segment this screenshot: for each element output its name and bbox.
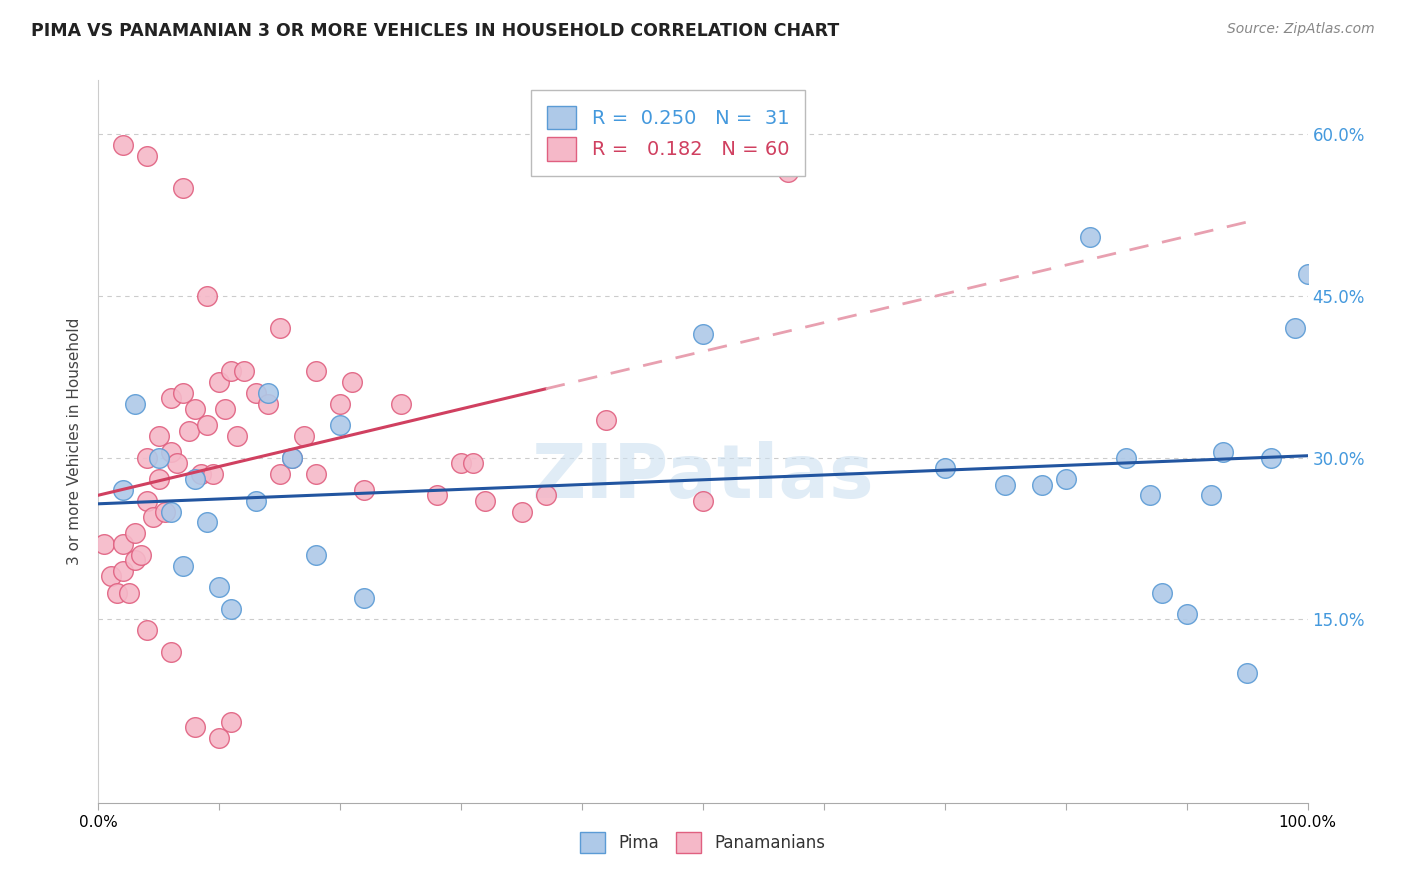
Point bbox=[426, 488, 449, 502]
Point bbox=[160, 445, 183, 459]
Point bbox=[232, 364, 254, 378]
Point bbox=[148, 472, 170, 486]
Point bbox=[208, 580, 231, 594]
Point bbox=[221, 601, 243, 615]
Point bbox=[221, 364, 243, 378]
Point bbox=[124, 553, 146, 567]
Point bbox=[135, 493, 157, 508]
Point bbox=[245, 493, 267, 508]
Point bbox=[129, 548, 152, 562]
Point bbox=[1078, 229, 1101, 244]
Point bbox=[534, 488, 557, 502]
Point bbox=[934, 461, 956, 475]
Point bbox=[1284, 321, 1306, 335]
Point bbox=[100, 569, 122, 583]
Point bbox=[281, 450, 304, 465]
Point bbox=[281, 450, 304, 465]
Point bbox=[214, 402, 236, 417]
Point bbox=[148, 450, 170, 465]
Y-axis label: 3 or more Vehicles in Household: 3 or more Vehicles in Household bbox=[67, 318, 83, 566]
Point bbox=[1260, 450, 1282, 465]
Point bbox=[221, 714, 243, 729]
Point bbox=[179, 424, 201, 438]
Text: ZIPatlas: ZIPatlas bbox=[531, 442, 875, 514]
Point bbox=[153, 505, 176, 519]
Point bbox=[269, 467, 291, 481]
Point bbox=[256, 386, 278, 401]
Point bbox=[692, 493, 714, 508]
Point bbox=[142, 510, 165, 524]
Point bbox=[329, 397, 352, 411]
Point bbox=[135, 450, 157, 465]
Point bbox=[692, 326, 714, 341]
Point bbox=[184, 720, 207, 734]
Point bbox=[305, 548, 328, 562]
Point bbox=[184, 402, 207, 417]
Point bbox=[208, 731, 231, 745]
Point bbox=[1031, 477, 1053, 491]
Point bbox=[160, 645, 183, 659]
Point bbox=[148, 429, 170, 443]
Point bbox=[160, 505, 183, 519]
Point bbox=[135, 149, 157, 163]
Point bbox=[510, 505, 533, 519]
Point bbox=[776, 165, 799, 179]
Point bbox=[105, 585, 128, 599]
Legend: Pima, Panamanians: Pima, Panamanians bbox=[574, 826, 832, 860]
Text: PIMA VS PANAMANIAN 3 OR MORE VEHICLES IN HOUSEHOLD CORRELATION CHART: PIMA VS PANAMANIAN 3 OR MORE VEHICLES IN… bbox=[31, 22, 839, 40]
Point bbox=[450, 456, 472, 470]
Point bbox=[305, 467, 328, 481]
Point bbox=[184, 472, 207, 486]
Point bbox=[190, 467, 212, 481]
Point bbox=[353, 483, 375, 497]
Point bbox=[305, 364, 328, 378]
Point bbox=[752, 127, 775, 141]
Point bbox=[595, 413, 617, 427]
Point bbox=[245, 386, 267, 401]
Point bbox=[329, 418, 352, 433]
Point bbox=[1296, 268, 1319, 282]
Point bbox=[1152, 585, 1174, 599]
Point bbox=[1212, 445, 1234, 459]
Point bbox=[292, 429, 315, 443]
Point bbox=[111, 138, 134, 153]
Point bbox=[269, 321, 291, 335]
Point bbox=[172, 558, 194, 573]
Point bbox=[172, 386, 194, 401]
Point bbox=[208, 376, 231, 390]
Point bbox=[1199, 488, 1222, 502]
Point bbox=[474, 493, 496, 508]
Point bbox=[1139, 488, 1161, 502]
Point bbox=[172, 181, 194, 195]
Point bbox=[111, 537, 134, 551]
Point bbox=[135, 624, 157, 638]
Point bbox=[160, 392, 183, 406]
Point bbox=[124, 526, 146, 541]
Point bbox=[342, 376, 364, 390]
Point bbox=[994, 477, 1017, 491]
Point bbox=[118, 585, 141, 599]
Point bbox=[202, 467, 225, 481]
Point bbox=[124, 397, 146, 411]
Point bbox=[111, 564, 134, 578]
Point bbox=[111, 483, 134, 497]
Point bbox=[1115, 450, 1137, 465]
Point bbox=[166, 456, 188, 470]
Point bbox=[93, 537, 115, 551]
Point bbox=[195, 289, 218, 303]
Text: Source: ZipAtlas.com: Source: ZipAtlas.com bbox=[1227, 22, 1375, 37]
Point bbox=[195, 418, 218, 433]
Point bbox=[1054, 472, 1077, 486]
Point bbox=[353, 591, 375, 605]
Point bbox=[389, 397, 412, 411]
Point bbox=[256, 397, 278, 411]
Point bbox=[1236, 666, 1258, 681]
Point bbox=[463, 456, 485, 470]
Point bbox=[195, 516, 218, 530]
Point bbox=[226, 429, 249, 443]
Point bbox=[1175, 607, 1198, 621]
